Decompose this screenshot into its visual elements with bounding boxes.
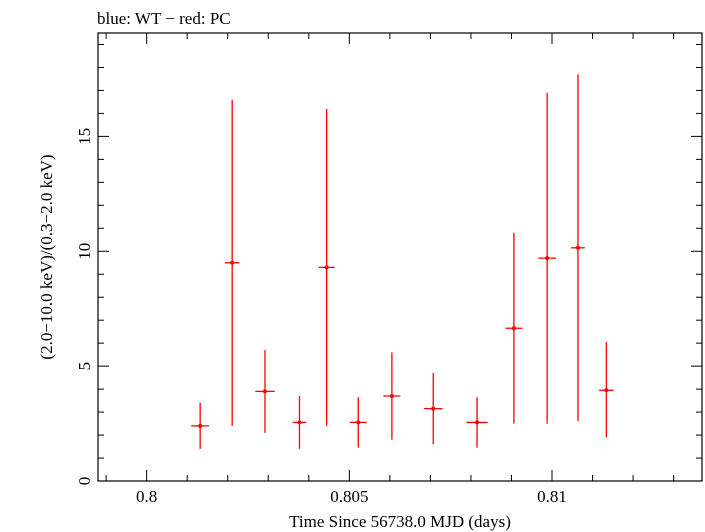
data-point [571, 74, 585, 422]
data-point [224, 99, 240, 426]
data-marker [230, 260, 235, 265]
x-tick-label: 0.805 [330, 487, 368, 506]
data-marker [356, 420, 361, 425]
data-point [505, 232, 523, 424]
data-point [292, 395, 307, 449]
chart-title: blue: WT − red: PC [97, 9, 231, 28]
data-point [466, 397, 488, 448]
series-layer [191, 74, 614, 449]
data-marker [575, 245, 580, 250]
data-point [538, 92, 557, 424]
data-marker [324, 265, 329, 270]
data-point [423, 373, 443, 445]
y-axis-label: (2.0−10.0 keV)/(0.3−2.0 keV) [37, 154, 56, 359]
data-marker [198, 423, 203, 428]
data-marker [297, 420, 302, 425]
data-marker [604, 388, 609, 393]
data-marker [545, 256, 550, 261]
y-tick-label: 10 [75, 243, 94, 260]
data-point [349, 397, 367, 448]
y-tick-label: 0 [75, 477, 94, 486]
data-marker [389, 393, 394, 398]
data-point [383, 352, 401, 440]
data-marker [431, 406, 436, 411]
data-point [318, 108, 335, 426]
data-point [255, 350, 275, 433]
y-tick-label: 15 [75, 128, 94, 145]
data-marker [475, 420, 480, 425]
x-axis-ticks: 0.8 0.805 0.81 [105, 33, 675, 506]
x-axis-label: Time Since 56738.0 MJD (days) [289, 512, 511, 531]
data-point [599, 342, 614, 438]
x-tick-label: 0.81 [537, 487, 567, 506]
y-axis-ticks: 0 5 10 15 [75, 43, 702, 486]
data-marker [263, 389, 268, 394]
y-tick-label: 5 [75, 362, 94, 371]
data-marker [511, 326, 516, 331]
plot-frame [97, 32, 703, 482]
x-tick-label: 0.8 [136, 487, 157, 506]
data-point [191, 402, 210, 449]
